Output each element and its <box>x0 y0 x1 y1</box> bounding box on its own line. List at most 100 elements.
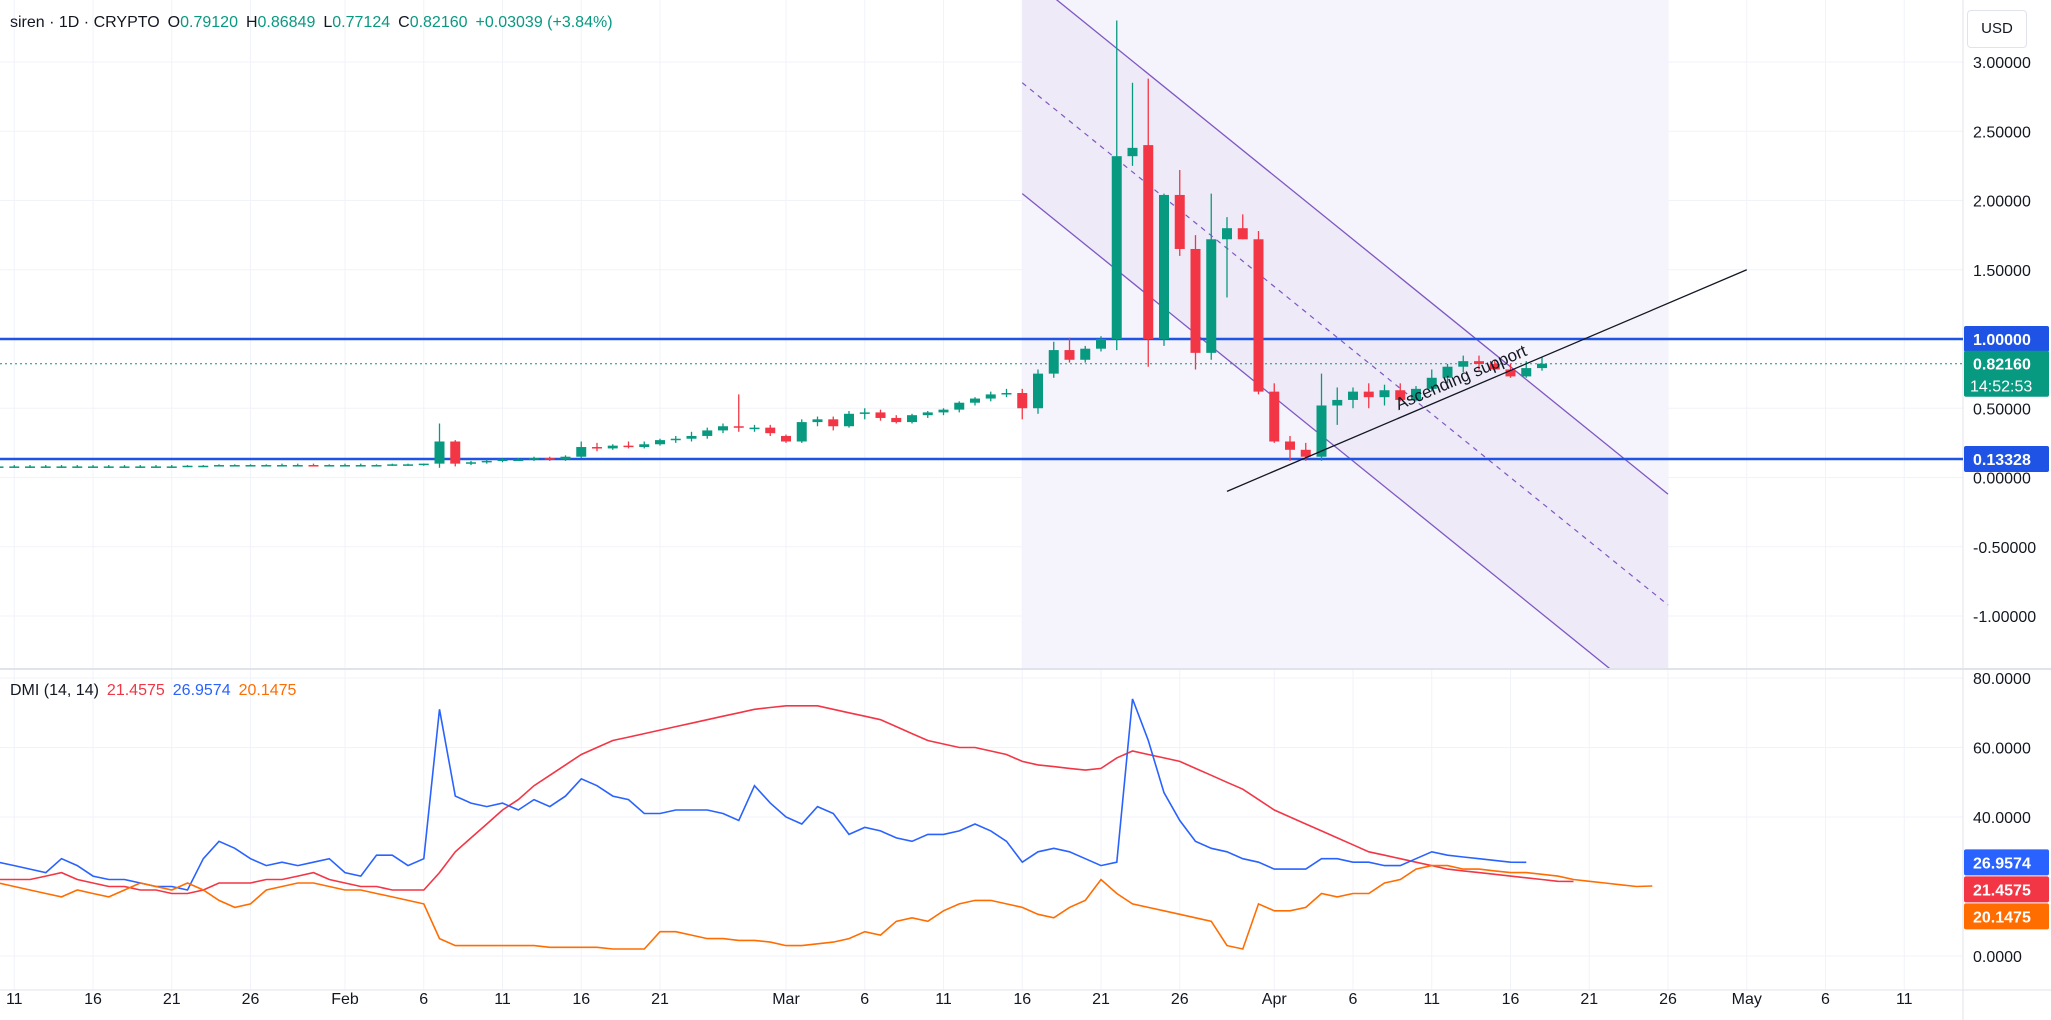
time-axis-tick: 21 <box>1580 991 1598 1008</box>
last-price-badge-bg <box>1964 350 2049 397</box>
dmi-series <box>0 698 1653 950</box>
candle-body <box>1379 390 1390 398</box>
candle-body <box>371 465 382 467</box>
candle-body <box>1190 248 1201 353</box>
adx-value: 20.1475 <box>238 682 297 699</box>
candle-body <box>88 466 98 468</box>
candle-body <box>245 465 256 467</box>
candle-body <box>229 465 240 467</box>
dmi-badge-di: 21.4575 <box>1973 882 2031 899</box>
candle-body <box>1001 393 1012 395</box>
dmi-badge-di-bg <box>1964 849 2049 876</box>
candle-body <box>1300 449 1311 457</box>
axis-badges: 1.00000 0.13328 0.82160 14:52:53 26.9574 21.4… <box>1964 326 2049 930</box>
candle-body <box>607 445 618 449</box>
dmi-title[interactable]: DMI (14, 14) <box>10 682 99 699</box>
price-axis-tick: 2.50000 <box>1973 124 2031 141</box>
candle-body <box>72 466 83 468</box>
candle-body <box>261 465 272 467</box>
candle-body <box>718 426 728 431</box>
dmi-axis-tick: 40.0000 <box>1973 810 2031 827</box>
channel-upper-line <box>1055 0 1669 495</box>
dmi-axis-tick: 0.0000 <box>1973 949 2022 966</box>
price-axis-tick: -1.00000 <box>1973 609 2036 626</box>
currency-selector[interactable]: USD <box>1967 10 2027 48</box>
candle-body <box>1363 391 1374 398</box>
candle-body <box>828 419 839 427</box>
channel-body <box>1021 0 1669 668</box>
time-axis-tick: 11 <box>1423 991 1440 1008</box>
candle-body <box>324 465 335 467</box>
time-axis-tick: 11 <box>6 991 23 1008</box>
candle-body <box>418 463 429 466</box>
time-axis-tick: 26 <box>1171 991 1189 1008</box>
candlestick-series <box>0 20 1547 468</box>
candle-body <box>56 466 67 468</box>
ohlc-close: C0.82160 <box>398 14 468 31</box>
channel-background <box>1022 0 1668 668</box>
candle-body <box>1174 194 1185 249</box>
countdown-badge: 14:52:53 <box>1970 379 2032 396</box>
candle-body <box>1096 339 1106 349</box>
candle-body <box>214 465 224 467</box>
symbol-title[interactable]: siren · 1D · CRYPTO <box>10 14 160 31</box>
time-axis-tick: 16 <box>1502 991 1520 1008</box>
time-axis-tick: 26 <box>1659 991 1677 1008</box>
time-axis-tick: 11 <box>1896 991 1913 1008</box>
candle-body <box>560 456 571 460</box>
candle-body <box>1143 145 1154 339</box>
candle-body <box>1458 361 1469 367</box>
candle-body <box>812 419 823 423</box>
symbol-legend[interactable]: siren · 1D · CRYPTO O0.79120 H0.86849 L0… <box>10 14 613 32</box>
candle-body <box>135 466 146 468</box>
candle-body <box>481 460 492 463</box>
time-axis-tick: 11 <box>494 991 511 1008</box>
candle-body <box>1411 388 1421 400</box>
candle-body <box>0 466 4 468</box>
time-axis-tick: May <box>1732 991 1762 1008</box>
candle-body <box>166 466 177 468</box>
time-axis-tick: Mar <box>772 991 800 1008</box>
plus-di-line <box>0 698 1527 891</box>
time-axis-tick: 16 <box>572 991 590 1008</box>
regression-channel[interactable] <box>1021 0 1669 716</box>
candle-body <box>954 402 965 410</box>
candle-body <box>576 447 587 457</box>
candle-body <box>781 435 791 442</box>
candle-body <box>1080 348 1091 360</box>
time-axis-tick: 6 <box>1821 991 1830 1008</box>
price-axis-tick: 0.50000 <box>1973 401 2031 418</box>
candle-body <box>1521 368 1532 377</box>
candle-body <box>970 398 980 403</box>
candle-body <box>151 466 161 468</box>
candle-body <box>1332 399 1343 406</box>
candle-body <box>25 466 35 468</box>
candle-body <box>655 440 665 445</box>
candle-body <box>1237 228 1248 240</box>
candle-body <box>1048 350 1059 374</box>
candle-body <box>450 441 461 464</box>
candle-body <box>340 465 350 467</box>
time-axis-tick: 21 <box>1092 991 1110 1008</box>
candle-body <box>670 438 681 441</box>
candle-body <box>765 427 776 434</box>
price-axis-tick: -0.50000 <box>1973 540 2036 557</box>
candle-body <box>1348 391 1358 400</box>
minus-di-line <box>0 704 1574 895</box>
candle-body <box>103 466 114 468</box>
horizontal-levels[interactable] <box>0 337 1963 461</box>
time-axis-tick: 6 <box>1349 991 1358 1008</box>
candle-body <box>749 427 760 430</box>
candle-body <box>1395 390 1406 400</box>
axes[interactable]: 3.00000 2.50000 2.00000 1.50000 1.00000 0.500… <box>6 55 2036 1008</box>
candle-body <box>922 412 933 416</box>
candle-body <box>1474 361 1484 364</box>
candle-body <box>859 412 870 414</box>
candle-body <box>1159 194 1169 339</box>
time-axis-tick: 26 <box>242 991 260 1008</box>
candle-body <box>513 459 524 461</box>
dmi-legend[interactable]: DMI (14, 14) 21.4575 26.9574 20.1475 <box>10 682 296 700</box>
